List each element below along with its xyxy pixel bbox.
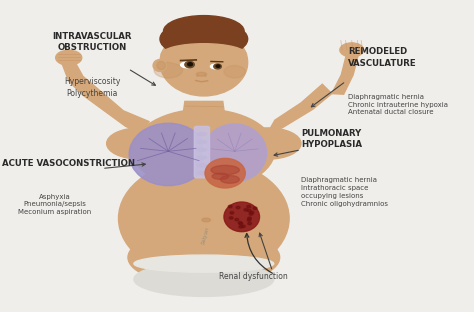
Circle shape xyxy=(228,205,232,208)
Ellipse shape xyxy=(224,66,246,78)
Circle shape xyxy=(247,217,251,219)
Circle shape xyxy=(230,212,234,214)
Text: Asphyxia
Pneumonia/sepsis
Meconium aspiration: Asphyxia Pneumonia/sepsis Meconium aspir… xyxy=(18,194,91,215)
Ellipse shape xyxy=(181,62,194,68)
Text: ACUTE VASOCONSTRICTION: ACUTE VASOCONSTRICTION xyxy=(2,159,136,168)
Ellipse shape xyxy=(161,44,246,66)
Text: INTRAVASCULAR
OBSTRUCTION: INTRAVASCULAR OBSTRUCTION xyxy=(53,32,132,52)
Ellipse shape xyxy=(107,128,173,159)
Ellipse shape xyxy=(160,29,247,96)
Ellipse shape xyxy=(196,72,207,76)
Ellipse shape xyxy=(186,80,219,93)
FancyBboxPatch shape xyxy=(194,126,210,178)
Ellipse shape xyxy=(197,172,207,175)
Ellipse shape xyxy=(160,20,247,58)
Ellipse shape xyxy=(202,124,266,182)
Ellipse shape xyxy=(220,175,239,183)
Ellipse shape xyxy=(129,123,207,186)
Ellipse shape xyxy=(153,60,166,71)
Circle shape xyxy=(235,218,239,221)
Circle shape xyxy=(236,206,240,209)
Ellipse shape xyxy=(164,16,244,47)
Ellipse shape xyxy=(133,109,275,190)
Ellipse shape xyxy=(212,173,228,179)
Circle shape xyxy=(244,208,248,211)
Text: Diaphragmatic hernia
Intrathoracic space
occupying lesions
Chronic oligohydramni: Diaphragmatic hernia Intrathoracic space… xyxy=(301,177,388,207)
Polygon shape xyxy=(62,59,92,95)
Text: Diaphragmatic hernia
Chronic intrauterine hypoxia
Antenatal ductal closure: Diaphragmatic hernia Chronic intrauterin… xyxy=(348,94,448,115)
Circle shape xyxy=(250,211,254,214)
Ellipse shape xyxy=(55,50,82,65)
Circle shape xyxy=(239,222,243,225)
Circle shape xyxy=(216,65,220,67)
Ellipse shape xyxy=(340,43,364,57)
Text: Satyan: Satyan xyxy=(201,226,211,245)
Ellipse shape xyxy=(197,164,207,167)
Polygon shape xyxy=(182,101,225,119)
Ellipse shape xyxy=(205,158,246,188)
Ellipse shape xyxy=(154,62,182,78)
Circle shape xyxy=(249,213,253,215)
Circle shape xyxy=(214,64,221,69)
Circle shape xyxy=(185,61,194,68)
Circle shape xyxy=(247,219,251,221)
Ellipse shape xyxy=(235,128,301,159)
Ellipse shape xyxy=(157,61,165,70)
Ellipse shape xyxy=(202,218,210,222)
Circle shape xyxy=(238,222,242,224)
Ellipse shape xyxy=(197,148,207,151)
Polygon shape xyxy=(268,84,332,133)
Text: Renal dysfunction: Renal dysfunction xyxy=(219,272,288,280)
Ellipse shape xyxy=(211,165,239,175)
Circle shape xyxy=(247,209,251,212)
Text: Hyperviscosity
Polycythemia: Hyperviscosity Polycythemia xyxy=(64,77,120,98)
Polygon shape xyxy=(332,56,358,94)
Polygon shape xyxy=(83,84,149,133)
Ellipse shape xyxy=(197,156,207,159)
Circle shape xyxy=(241,225,245,228)
Ellipse shape xyxy=(134,262,274,296)
Ellipse shape xyxy=(210,64,221,69)
Ellipse shape xyxy=(197,133,207,136)
Ellipse shape xyxy=(224,202,259,232)
Ellipse shape xyxy=(118,159,289,278)
Circle shape xyxy=(239,226,243,228)
Circle shape xyxy=(188,63,192,66)
Text: REMODELED
VASCULATURE: REMODELED VASCULATURE xyxy=(348,47,417,68)
Ellipse shape xyxy=(128,229,280,285)
Circle shape xyxy=(253,207,257,209)
Circle shape xyxy=(247,205,251,208)
Circle shape xyxy=(229,217,233,219)
Text: PULMONARY
HYPOPLASIA: PULMONARY HYPOPLASIA xyxy=(301,129,362,149)
Ellipse shape xyxy=(197,140,207,144)
Ellipse shape xyxy=(134,255,274,272)
Circle shape xyxy=(248,222,252,225)
